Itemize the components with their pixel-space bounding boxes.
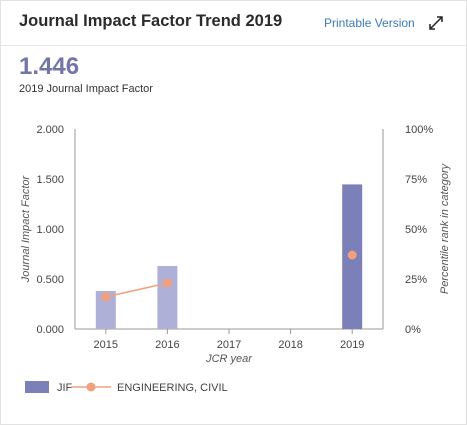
panel-header: Journal Impact Factor Trend 2019 Printab… bbox=[1, 1, 466, 46]
y-tick-label-right: 0% bbox=[405, 324, 421, 336]
jif-bar-2015 bbox=[95, 291, 116, 329]
y-tick-label-left: 1.000 bbox=[36, 224, 64, 236]
percentile-point-2019 bbox=[347, 250, 357, 260]
y-axis-title-left: Journal Impact Factor bbox=[20, 174, 32, 283]
legend-jif-label: JIF bbox=[57, 382, 73, 394]
jif-bar-2016 bbox=[157, 266, 178, 329]
x-tick-label: 2016 bbox=[155, 339, 179, 351]
legend-jif-swatch bbox=[25, 381, 49, 393]
y-axis-title-right: Percentile rank in category bbox=[439, 162, 451, 294]
y-tick-label-right: 25% bbox=[405, 274, 427, 286]
y-tick-label-right: 75% bbox=[405, 174, 427, 186]
percentile-point-2015 bbox=[101, 292, 111, 302]
legend-category-marker bbox=[86, 382, 96, 392]
panel-title: Journal Impact Factor Trend 2019 bbox=[19, 12, 283, 30]
y-tick-label-left: 0.500 bbox=[36, 274, 64, 286]
printable-version-link[interactable]: Printable Version bbox=[324, 16, 415, 30]
percentile-line-segment bbox=[105, 282, 168, 298]
y-tick-label-right: 100% bbox=[405, 124, 433, 136]
y-tick-label-right: 50% bbox=[405, 224, 427, 236]
x-tick-label: 2017 bbox=[217, 339, 241, 351]
x-tick-label: 2019 bbox=[340, 339, 364, 351]
expand-arrows-icon[interactable] bbox=[427, 14, 445, 32]
legend-category-label: ENGINEERING, CIVIL bbox=[117, 382, 228, 394]
x-tick-label: 2018 bbox=[278, 339, 302, 351]
jif-value: 1.446 bbox=[19, 53, 80, 80]
y-tick-label-left: 1.500 bbox=[36, 174, 64, 186]
y-tick-label-left: 2.000 bbox=[36, 124, 64, 136]
y-tick-label-left: 0.000 bbox=[36, 324, 64, 336]
percentile-point-2016 bbox=[162, 278, 172, 288]
jif-value-label: 2019 Journal Impact Factor bbox=[19, 83, 153, 95]
x-axis-title: JCR year bbox=[205, 353, 253, 365]
x-tick-label: 2015 bbox=[94, 339, 118, 351]
